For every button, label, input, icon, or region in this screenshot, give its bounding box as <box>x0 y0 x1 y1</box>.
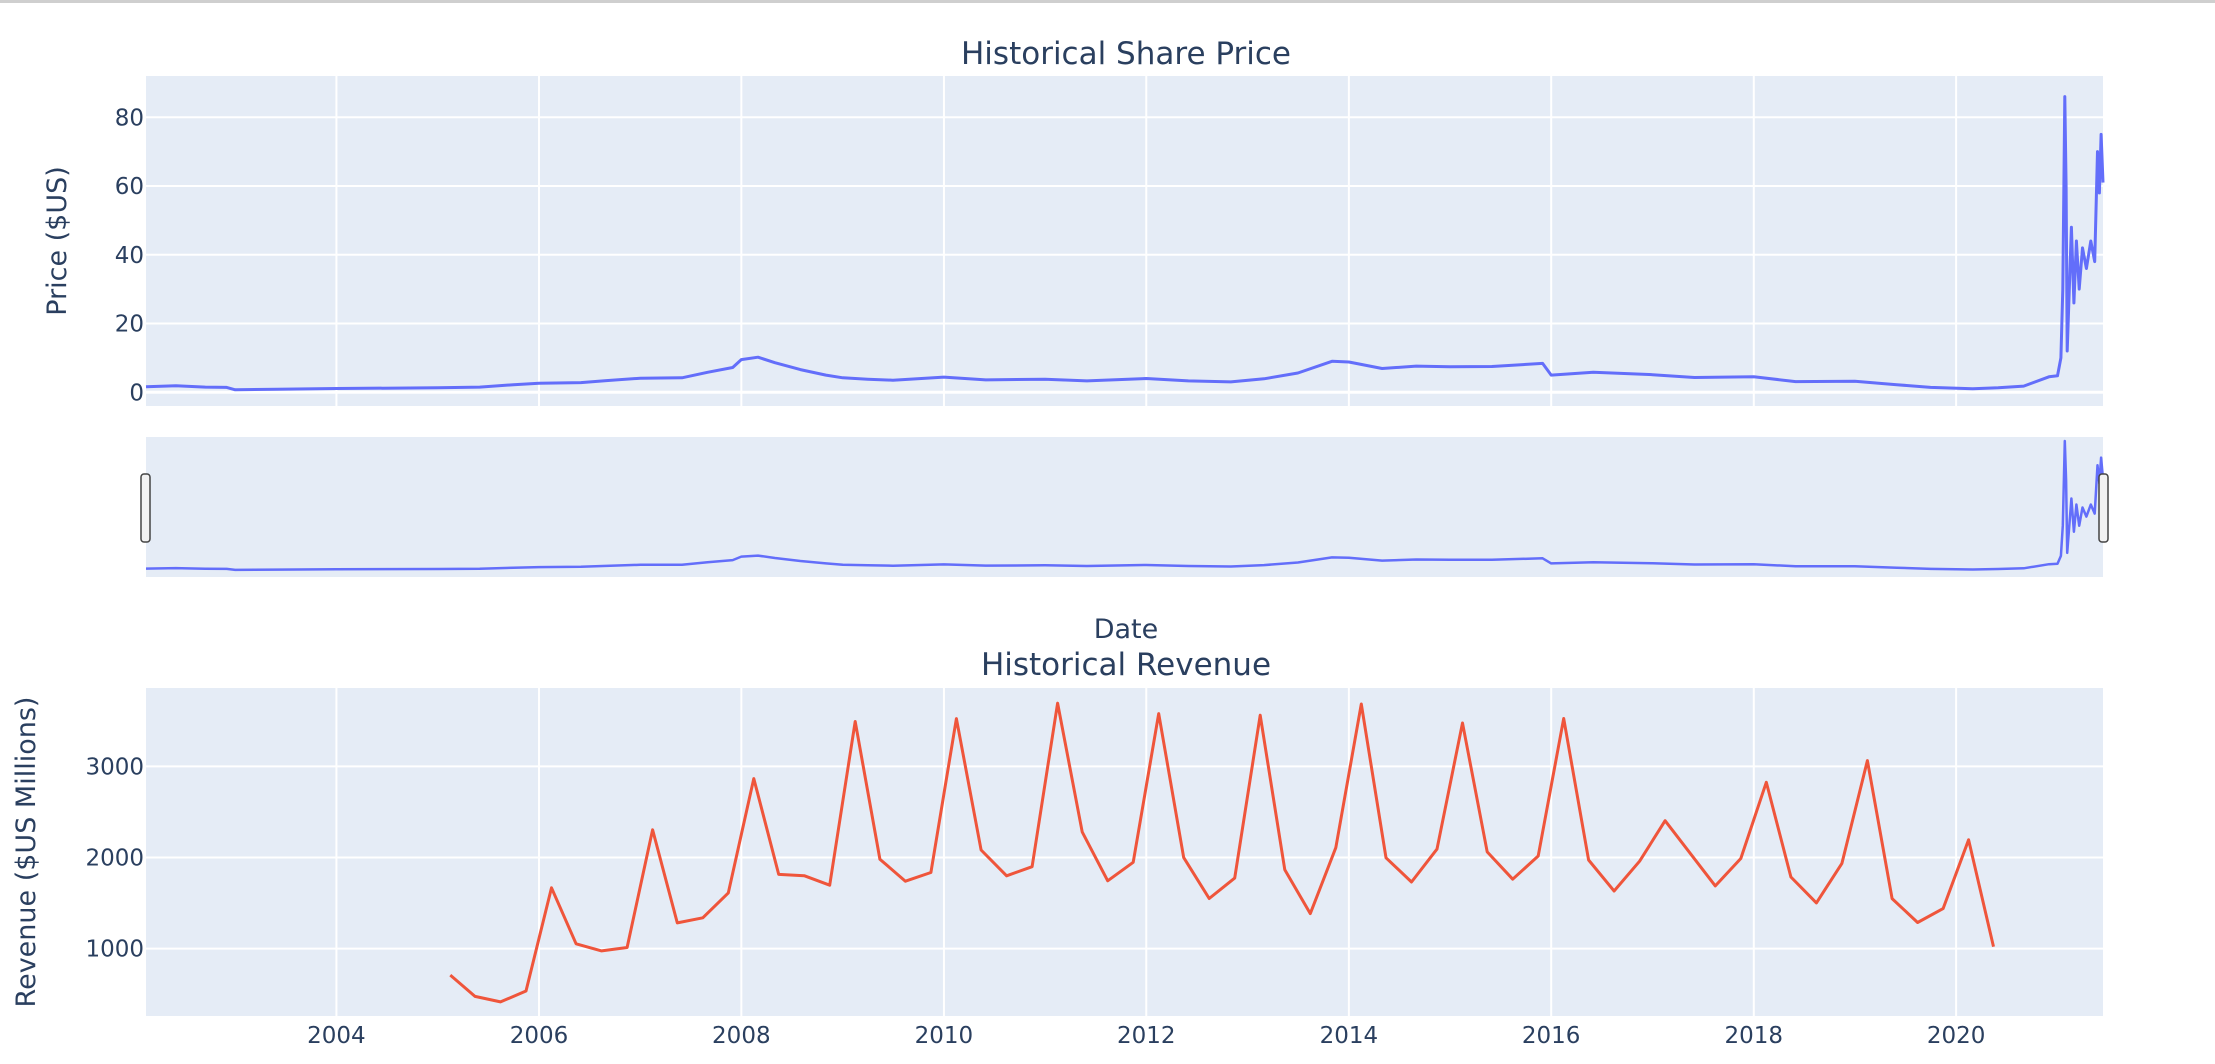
share-price-plot-area[interactable] <box>146 76 2103 406</box>
revenue-x-tick-label: 2012 <box>1117 1023 1176 1049</box>
share-price-gridlines <box>146 76 2103 406</box>
revenue-title: Historical Revenue <box>981 647 1271 683</box>
revenue-gridlines <box>146 688 2103 1016</box>
share-price-line[interactable] <box>145 95 2105 392</box>
share-price-chart: 0 20 40 60 80 Historical Share Price Price (… <box>42 36 2105 406</box>
revenue-x-tick-label: 2008 <box>712 1023 771 1049</box>
share-price-title: Historical Share Price <box>961 36 1291 72</box>
revenue-line[interactable] <box>449 701 1995 1004</box>
revenue-y-axis-title: Revenue ($US Millions) <box>11 697 42 1008</box>
revenue-y-tick-label: 2000 <box>85 845 144 871</box>
share-price-y-tick-label: 60 <box>115 174 144 200</box>
revenue-x-tick-label: 2018 <box>1725 1023 1784 1049</box>
share-price-y-tick-label: 20 <box>115 312 144 338</box>
range-slider-left-handle[interactable] <box>140 473 151 543</box>
revenue-x-tick-label: 2004 <box>307 1023 366 1049</box>
revenue-plot-area[interactable] <box>146 688 2103 1016</box>
range-slider-line <box>145 439 2105 572</box>
revenue-x-tick-label: 2014 <box>1320 1023 1379 1049</box>
revenue-y-ticks: 1000 2000 3000 <box>85 754 144 962</box>
share-price-y-tick-label: 40 <box>115 243 144 269</box>
revenue-x-tick-label: 2010 <box>915 1023 974 1049</box>
revenue-x-ticks: 2004 2006 2008 2010 2012 2014 2016 2018 2020 <box>307 1023 1985 1049</box>
share-price-y-ticks: 0 20 40 60 80 <box>115 105 144 406</box>
revenue-x-tick-label: 2020 <box>1927 1023 1986 1049</box>
share-price-y-tick-label: 0 <box>129 380 144 406</box>
range-slider[interactable]: Date <box>140 437 2109 645</box>
share-price-y-axis-title: Price ($US) <box>42 166 73 316</box>
revenue-y-tick-label: 3000 <box>85 754 144 780</box>
range-slider-right-handle[interactable] <box>2098 473 2109 543</box>
revenue-chart: 1000 2000 3000 2004 2006 2008 2010 2012 2014 201… <box>11 647 2103 1049</box>
revenue-x-tick-label: 2016 <box>1522 1023 1581 1049</box>
revenue-x-tick-label: 2006 <box>510 1023 569 1049</box>
window-top-border <box>0 0 2215 3</box>
range-slider-x-axis-title: Date <box>1094 614 1159 645</box>
revenue-y-tick-label: 1000 <box>85 937 144 963</box>
share-price-y-tick-label: 80 <box>115 105 144 131</box>
range-slider-background[interactable] <box>146 437 2103 577</box>
